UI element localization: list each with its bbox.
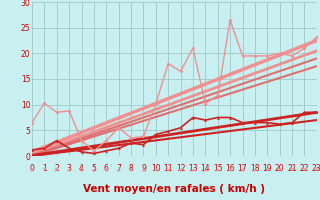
- X-axis label: Vent moyen/en rafales ( km/h ): Vent moyen/en rafales ( km/h ): [84, 184, 265, 194]
